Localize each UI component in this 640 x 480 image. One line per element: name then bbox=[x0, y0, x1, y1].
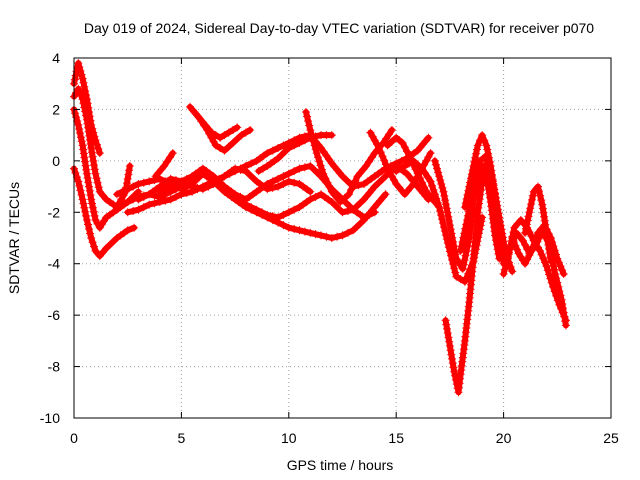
y-tick-label: -2 bbox=[48, 204, 61, 220]
series-markers bbox=[190, 108, 242, 142]
x-tick-label: 10 bbox=[281, 430, 297, 446]
series-markers bbox=[521, 182, 555, 266]
y-axis-label: SDTVAR / TECUs bbox=[6, 182, 22, 294]
series-markers bbox=[456, 151, 517, 276]
x-tick-label: 5 bbox=[178, 430, 186, 446]
series-track-21 bbox=[456, 151, 517, 276]
series-track-4 bbox=[70, 164, 139, 260]
chart-title: Day 019 of 2024, Sidereal Day-to-day VTE… bbox=[84, 20, 594, 36]
series-markers bbox=[151, 149, 177, 181]
series-markers bbox=[155, 162, 433, 222]
data-series bbox=[70, 59, 570, 397]
x-tick-label: 15 bbox=[388, 430, 404, 446]
plot-frame bbox=[73, 57, 612, 419]
y-tick-label: 0 bbox=[52, 153, 60, 169]
series-track-10 bbox=[151, 149, 177, 181]
series-track-9 bbox=[155, 162, 433, 222]
y-tick-label: 4 bbox=[52, 50, 60, 66]
x-tick-label: 0 bbox=[70, 430, 78, 446]
y-tick-label: -8 bbox=[48, 359, 61, 375]
axis-ticks: 0 5 10 15 20 25 -10 -8 -6 -4 -2 0 2 4 bbox=[40, 50, 619, 446]
series-track-25 bbox=[521, 182, 555, 266]
y-tick-label: -6 bbox=[48, 307, 61, 323]
y-tick-label: -4 bbox=[48, 256, 61, 272]
x-tick-label: 20 bbox=[496, 430, 512, 446]
x-tick-label: 25 bbox=[603, 430, 619, 446]
x-axis-label: GPS time / hours bbox=[287, 457, 394, 473]
series-track-1 bbox=[70, 59, 104, 158]
y-tick-label: 2 bbox=[52, 101, 60, 117]
series-track-12 bbox=[190, 108, 242, 142]
y-tick-label: -10 bbox=[40, 410, 60, 426]
